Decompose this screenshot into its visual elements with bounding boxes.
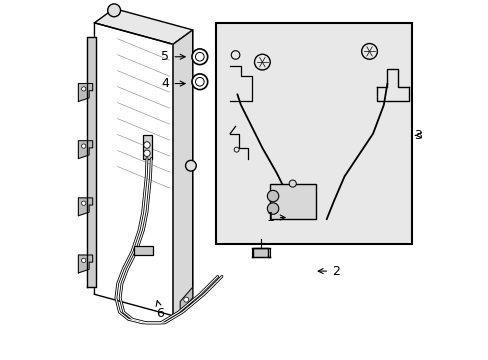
Circle shape xyxy=(231,51,240,59)
Text: 2: 2 xyxy=(318,265,339,278)
Polygon shape xyxy=(78,84,93,102)
Circle shape xyxy=(192,74,207,90)
Polygon shape xyxy=(173,30,192,316)
Polygon shape xyxy=(180,287,192,312)
Text: 6: 6 xyxy=(156,301,164,320)
Circle shape xyxy=(267,203,278,214)
Circle shape xyxy=(195,53,204,61)
Circle shape xyxy=(81,201,86,205)
Polygon shape xyxy=(251,248,269,257)
Circle shape xyxy=(234,147,239,152)
Bar xyxy=(142,135,151,158)
Circle shape xyxy=(267,190,278,202)
Polygon shape xyxy=(78,198,93,216)
Text: 5: 5 xyxy=(161,50,185,63)
Circle shape xyxy=(254,54,270,70)
Bar xyxy=(134,246,153,255)
Circle shape xyxy=(361,44,377,59)
Circle shape xyxy=(185,160,196,171)
Circle shape xyxy=(81,144,86,148)
Circle shape xyxy=(195,77,204,86)
Circle shape xyxy=(192,49,207,64)
Circle shape xyxy=(143,142,150,148)
Circle shape xyxy=(288,180,296,187)
Polygon shape xyxy=(173,30,192,316)
Polygon shape xyxy=(78,141,93,158)
Text: 3: 3 xyxy=(413,129,421,142)
Polygon shape xyxy=(94,23,173,316)
Polygon shape xyxy=(94,9,192,44)
Circle shape xyxy=(107,4,121,17)
Polygon shape xyxy=(78,255,93,273)
Text: 4: 4 xyxy=(161,77,185,90)
Polygon shape xyxy=(87,37,96,287)
Circle shape xyxy=(81,87,86,91)
Circle shape xyxy=(81,258,86,262)
Circle shape xyxy=(143,150,150,157)
Text: 1: 1 xyxy=(266,211,285,224)
Bar xyxy=(269,184,315,219)
Circle shape xyxy=(183,297,188,302)
Bar xyxy=(216,23,411,244)
